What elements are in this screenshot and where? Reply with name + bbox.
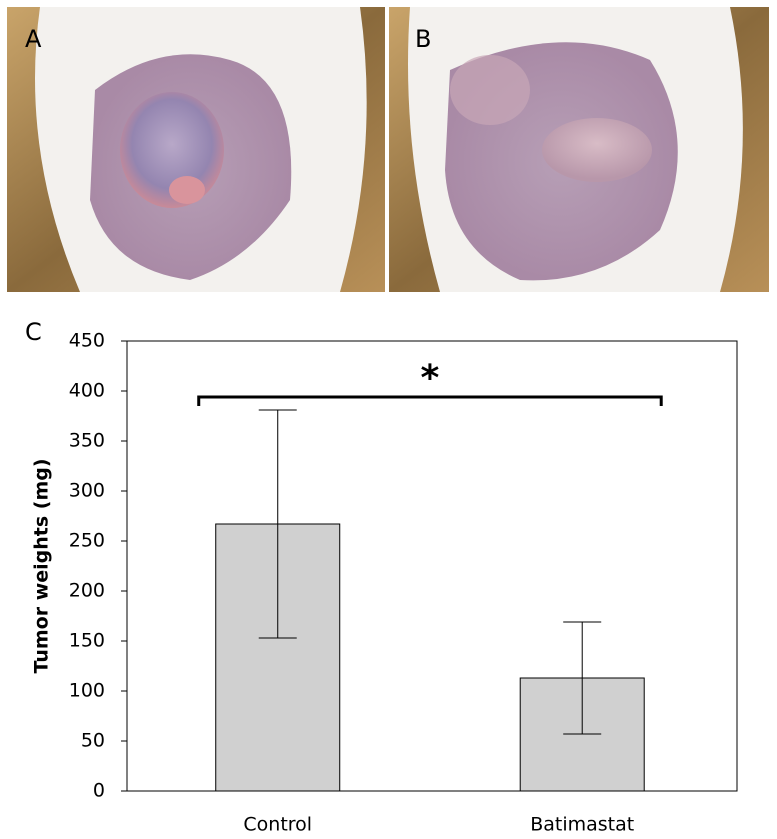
y-tick-label: 300 — [69, 480, 105, 502]
y-tick-label: 350 — [69, 430, 105, 452]
x-tick-label: Control — [243, 814, 312, 836]
y-tick-label: 100 — [69, 680, 105, 702]
y-tick-label: 150 — [69, 630, 105, 652]
photo-a — [7, 7, 385, 292]
significance-marker: * — [421, 358, 440, 399]
y-tick-label: 50 — [81, 730, 105, 752]
panel-label: B — [415, 25, 431, 53]
significance-bracket — [197, 395, 663, 406]
y-tick-label: 450 — [69, 330, 105, 352]
y-axis-label: Tumor weights (mg) — [31, 458, 53, 673]
photo-b — [389, 7, 769, 292]
panel-label: C — [25, 318, 42, 346]
y-tick-label: 400 — [69, 380, 105, 402]
y-tick-label: 0 — [93, 780, 105, 802]
panel-label: A — [25, 25, 42, 53]
y-tick-label: 200 — [69, 580, 105, 602]
y-tick-label: 250 — [69, 530, 105, 552]
plot-frame — [126, 340, 738, 792]
x-tick-label: Batimastat — [530, 814, 634, 836]
